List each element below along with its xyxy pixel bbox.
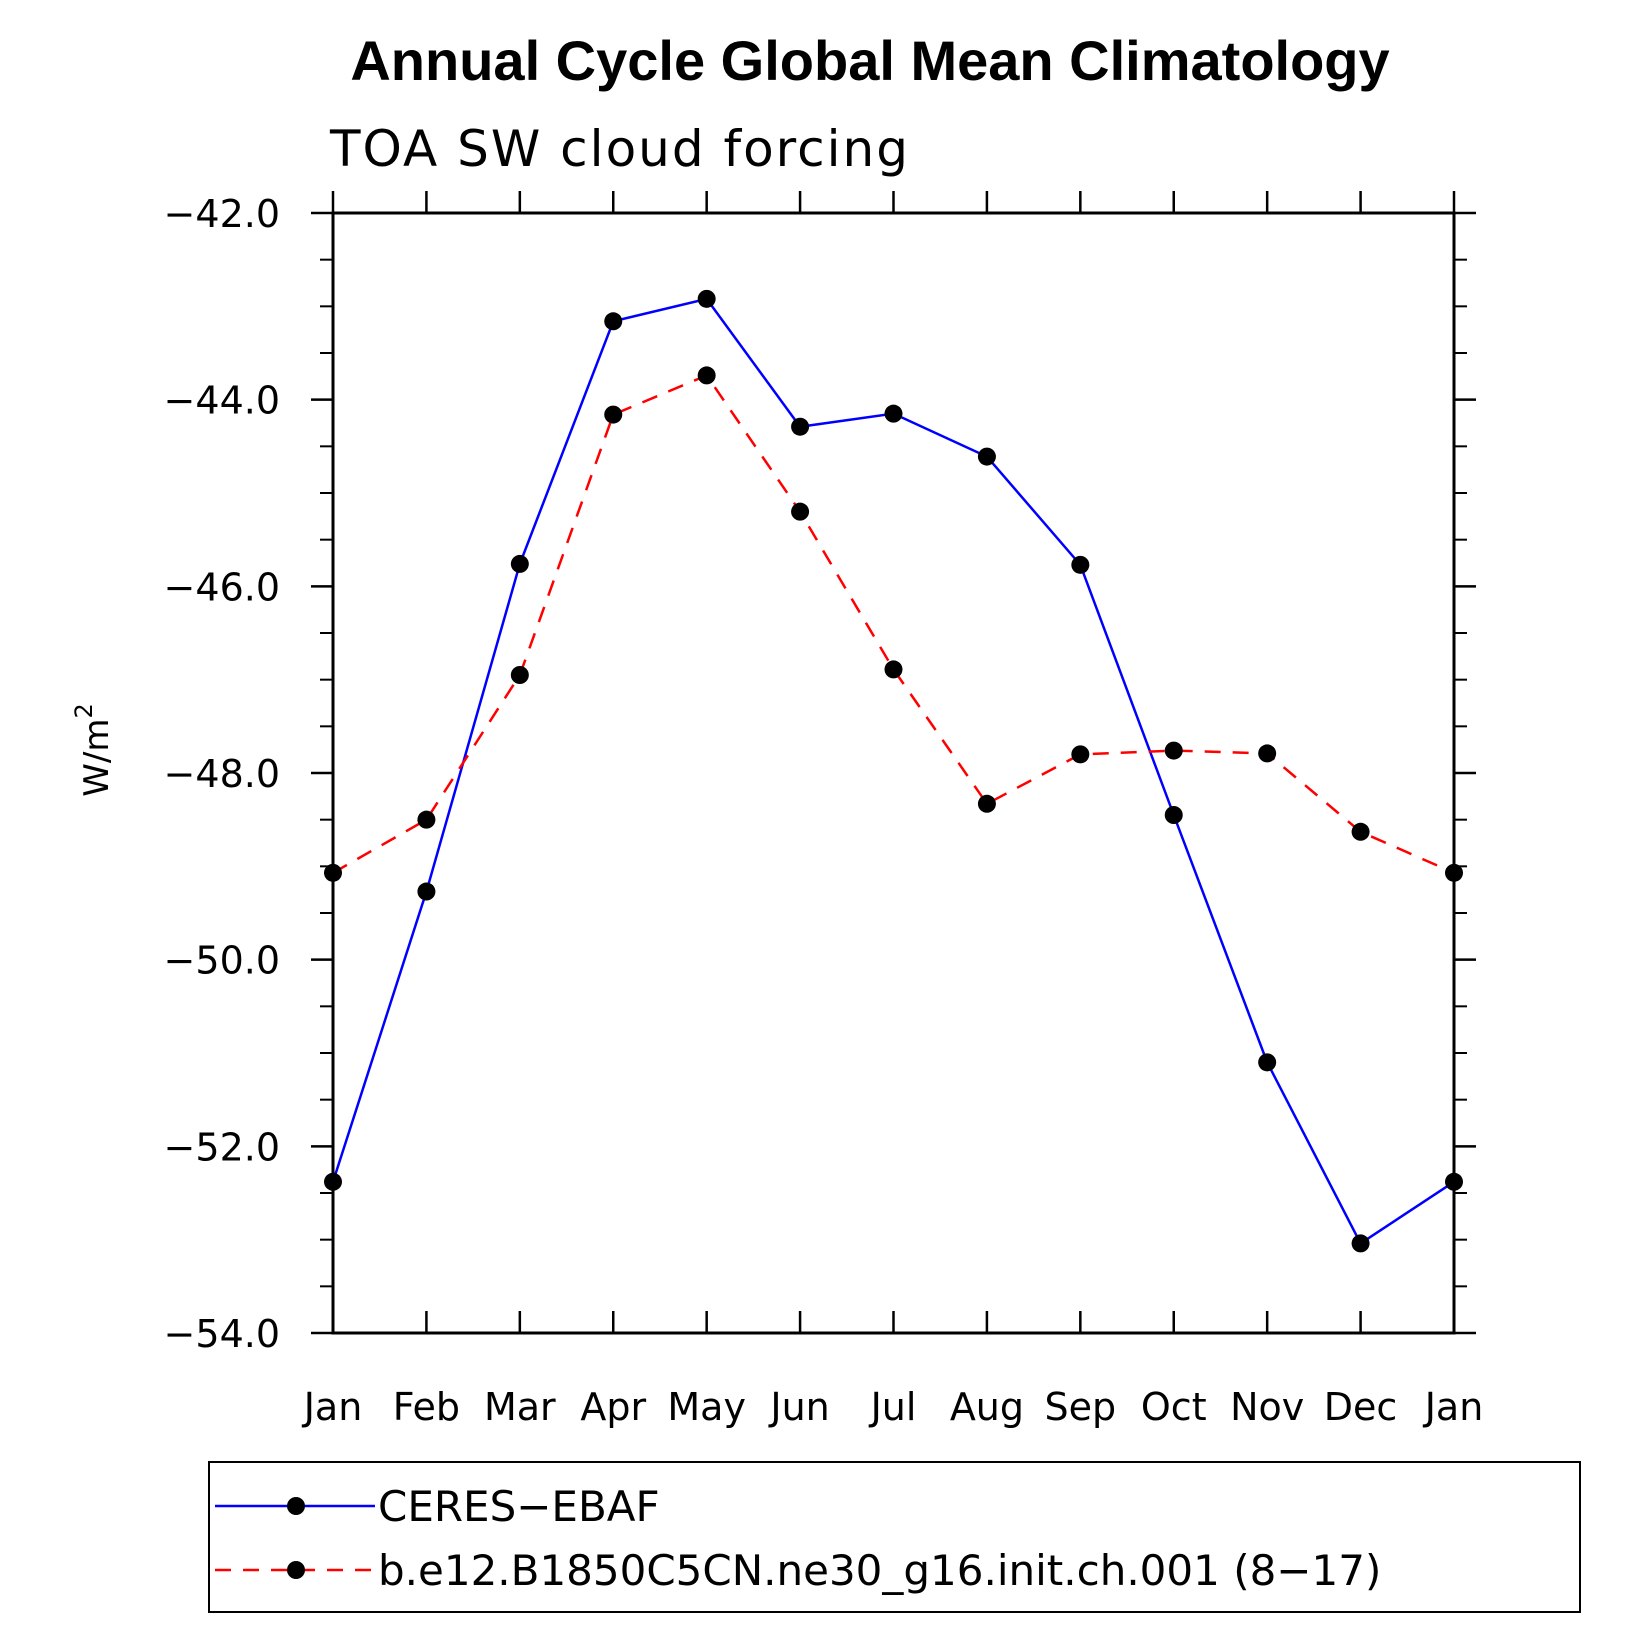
y-axis-label-text: W/m [77, 719, 117, 797]
data-point [510, 554, 529, 573]
axis-ticks: Jan Feb Mar Apr May Jun Jul Aug Sep Oct Nov Dec Jan−… [164, 191, 1484, 1429]
x-tick-label: Aug [950, 1385, 1024, 1429]
data-point [977, 447, 996, 466]
legend: CERES−EBAF b.e12.B1850C5CN.ne30_g16.init… [208, 1461, 1581, 1613]
x-tick-label: Jan [302, 1385, 363, 1429]
x-tick-label: May [667, 1385, 746, 1429]
x-tick-label: Sep [1045, 1385, 1117, 1429]
x-tick-label: Oct [1141, 1385, 1207, 1429]
y-tick-label: −54.0 [164, 1312, 280, 1356]
chart-title: Annual Cycle Global Mean Climatology [350, 29, 1389, 92]
data-point [1445, 1172, 1463, 1191]
data-point [1164, 741, 1183, 760]
series-line-1 [332, 373, 1455, 875]
svg-text:W/m2: W/m2 [70, 703, 117, 796]
data-point [1351, 822, 1370, 841]
y-tick-label: −52.0 [164, 1125, 280, 1169]
y-tick-label: −48.0 [164, 752, 280, 796]
legend-box [208, 1461, 1581, 1613]
legend-marker-ceres [287, 1497, 305, 1515]
y-tick-label: −46.0 [164, 565, 280, 609]
x-tick-label: Jan [1423, 1385, 1484, 1429]
data-point [791, 502, 810, 521]
y-tick-label: −42.0 [164, 192, 280, 236]
data-point [417, 882, 436, 901]
data-point [1351, 1234, 1370, 1253]
series-line-0 [331, 297, 1455, 1246]
data-point [1445, 863, 1463, 882]
y-axis-label: W/m2 [70, 703, 117, 796]
x-tick-label: Mar [484, 1385, 556, 1429]
data-point [791, 417, 810, 436]
y-tick-label: −50.0 [164, 939, 280, 983]
data-point [1071, 745, 1090, 764]
series-layer [324, 289, 1463, 1253]
plot-frame [331, 211, 1456, 1335]
legend-label-ceres: CERES−EBAF [378, 1482, 660, 1531]
legend-label-model: b.e12.B1850C5CN.ne30_g16.init.ch.001 (8−… [378, 1546, 1381, 1595]
y-tick-label: −44.0 [164, 379, 280, 423]
data-point [697, 289, 716, 308]
data-point [1164, 806, 1183, 824]
data-point [510, 666, 529, 684]
x-tick-label: Nov [1230, 1385, 1304, 1429]
data-point [884, 660, 903, 679]
data-point [324, 863, 342, 882]
x-tick-label: Jun [768, 1385, 829, 1429]
data-point [604, 405, 623, 424]
data-point [604, 312, 623, 331]
y-axis-label-superscript: 2 [70, 703, 98, 718]
data-point [324, 1172, 342, 1191]
x-tick-label: Apr [580, 1385, 646, 1429]
data-point [1258, 744, 1277, 763]
data-point [977, 794, 996, 813]
data-point [1071, 555, 1090, 574]
data-point [697, 366, 716, 385]
x-tick-label: Feb [393, 1385, 460, 1429]
legend-marker-model [287, 1561, 305, 1579]
x-tick-label: Jul [869, 1385, 917, 1429]
data-point [884, 404, 903, 423]
x-tick-label: Dec [1324, 1385, 1398, 1429]
chart-subtitle: TOA SW cloud forcing [329, 120, 910, 178]
data-point [417, 810, 436, 829]
data-point [1258, 1053, 1277, 1072]
